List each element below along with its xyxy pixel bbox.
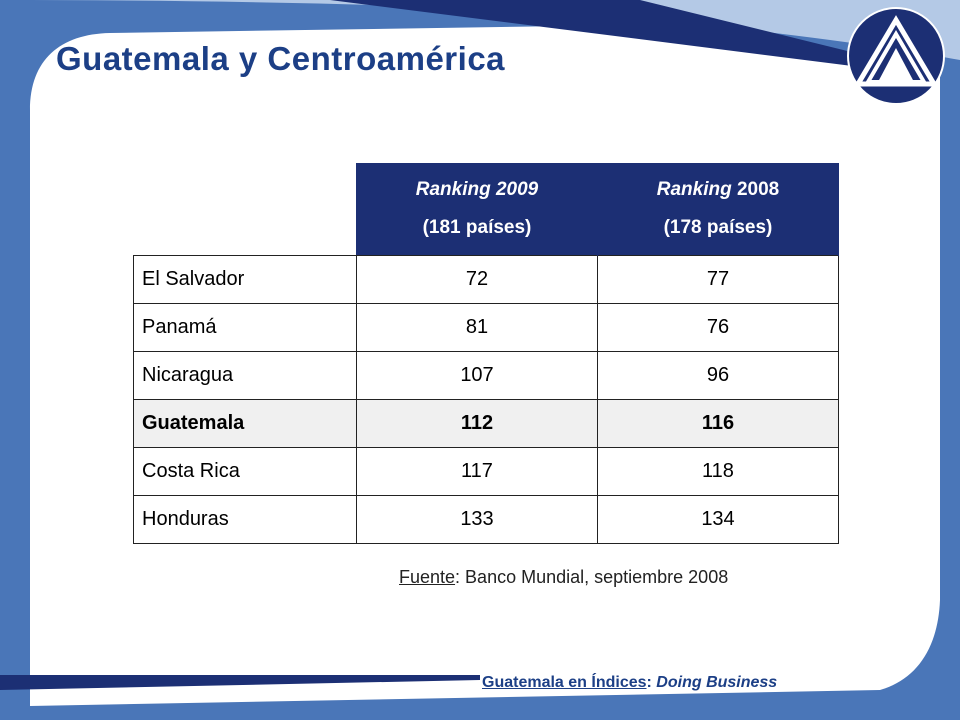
rank-2009-cell: 133 [356, 495, 598, 544]
ranking-table: Ranking 2009 (181 países) Ranking 2008 (… [133, 163, 839, 544]
header-2008-line1-rest: 2008 [731, 179, 780, 200]
rank-2008-cell: 116 [597, 399, 839, 448]
source-label: Fuente [399, 567, 456, 587]
table-row-highlighted: Guatemala 112 116 [133, 399, 839, 448]
footer-link[interactable]: Guatemala en Índices [482, 674, 647, 691]
source-text: : Banco Mundial, septiembre 2008 [455, 567, 729, 587]
country-cell: El Salvador [133, 255, 357, 304]
country-cell: Guatemala [133, 399, 357, 448]
rank-2009-cell: 72 [356, 255, 598, 304]
slide-title: Guatemala y Centroamérica [56, 40, 506, 77]
table-row: Costa Rica 117 118 [133, 447, 839, 496]
rank-2008-cell: 96 [597, 351, 839, 400]
rank-2009-cell: 117 [356, 447, 598, 496]
table-corner-cell [133, 163, 357, 256]
country-cell: Costa Rica [133, 447, 357, 496]
table-row: El Salvador 72 77 [133, 255, 839, 304]
country-cell: Honduras [133, 495, 357, 544]
table-row: Nicaragua 107 96 [133, 351, 839, 400]
rank-2009-cell: 112 [356, 399, 598, 448]
header-2009-line1: Ranking 2009 [415, 179, 539, 200]
rank-2008-cell: 77 [597, 255, 839, 304]
header-ranking-2008: Ranking 2008 (178 países) [597, 163, 839, 256]
rank-2009-cell: 107 [356, 351, 598, 400]
source-note: Fuente: Banco Mundial, septiembre 2008 [399, 567, 728, 588]
rank-2008-cell: 134 [597, 495, 839, 544]
header-2009-line2: (181 países) [422, 217, 532, 238]
rank-2008-cell: 118 [597, 447, 839, 496]
header-2008-line2: (178 países) [663, 217, 773, 238]
country-cell: Panamá [133, 303, 357, 352]
table-header-row: Ranking 2009 (181 países) Ranking 2008 (… [133, 163, 839, 256]
table-row: Panamá 81 76 [133, 303, 839, 352]
country-cell: Nicaragua [133, 351, 357, 400]
footer-separator: : [646, 674, 657, 691]
rank-2008-cell: 76 [597, 303, 839, 352]
footer-caption: Guatemala en Índices: Doing Business [482, 674, 777, 692]
circle-triangle-logo-icon [847, 7, 945, 105]
table-row: Honduras 133 134 [133, 495, 839, 544]
header-2008-line1: Ranking [656, 179, 732, 200]
footer-topic: Doing Business [656, 674, 778, 691]
header-ranking-2009: Ranking 2009 (181 países) [356, 163, 598, 256]
rank-2009-cell: 81 [356, 303, 598, 352]
